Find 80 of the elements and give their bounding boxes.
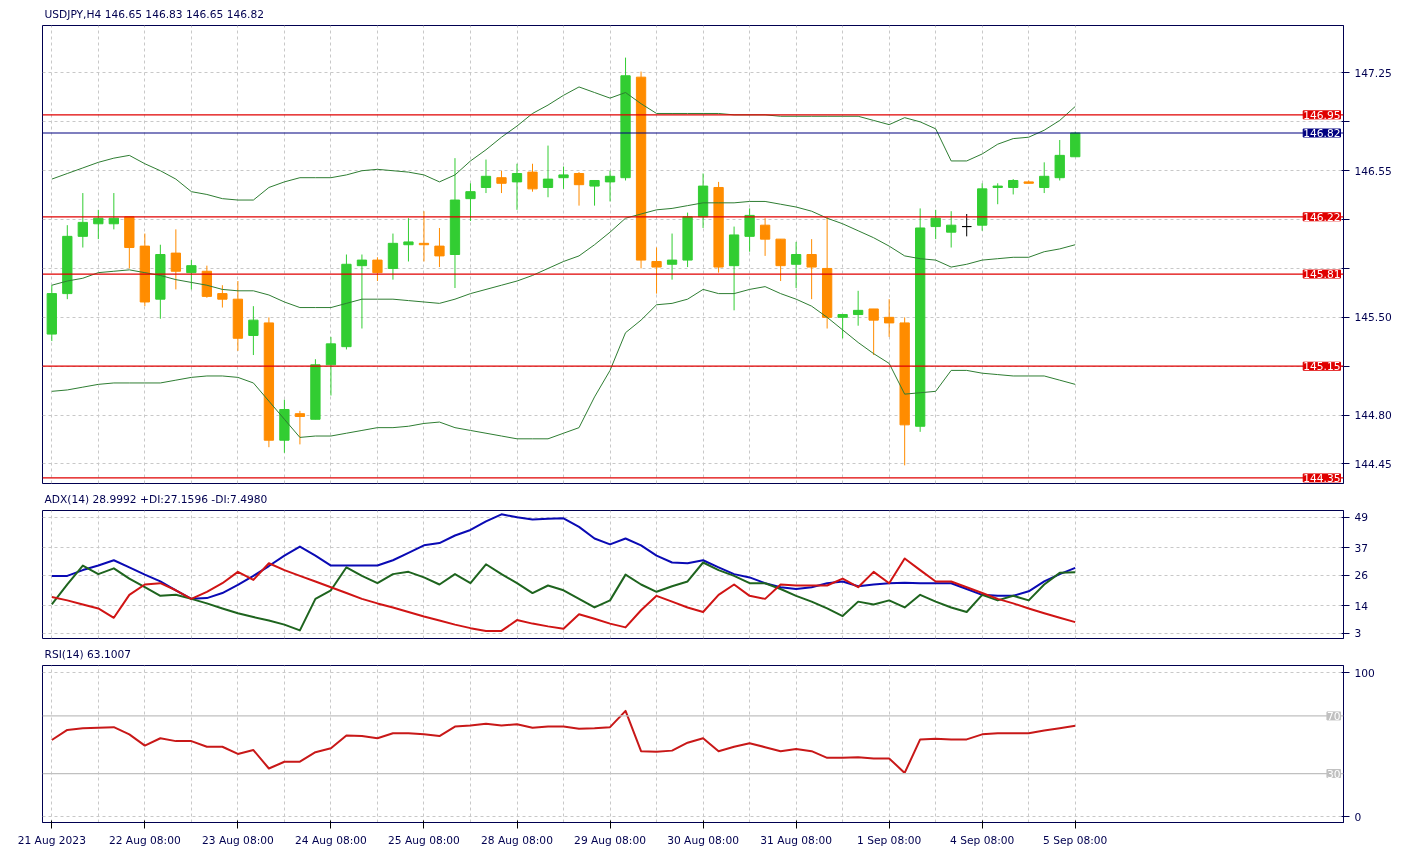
candlestick	[651, 247, 662, 295]
candlestick	[573, 171, 585, 207]
ref-line-label: 146.82	[1303, 127, 1341, 141]
y-tick-label: 144.45	[1354, 457, 1392, 471]
candlestick	[1070, 131, 1081, 158]
x-tick-label: 5 Sep 08:00	[1043, 833, 1108, 847]
x-tick-label: 25 Aug 08:00	[388, 833, 461, 847]
line-series	[50, 513, 1077, 600]
ref-line-label: 144.35	[1303, 471, 1341, 485]
y-tick-label: 0	[1354, 810, 1362, 824]
candlestick	[465, 182, 476, 222]
candlestick	[186, 259, 197, 290]
ref-line-label: 146.95	[1303, 108, 1341, 122]
candlestick	[961, 213, 972, 237]
candlestick	[93, 209, 104, 240]
x-tick-label: 1 Sep 08:00	[856, 833, 922, 847]
y-tick-label: 144.80	[1354, 409, 1393, 423]
candlestick	[759, 217, 771, 257]
candlestick	[325, 336, 337, 397]
candlestick	[542, 145, 554, 198]
candlestick	[527, 163, 538, 193]
candlestick	[248, 305, 259, 356]
ref-line-label: 70	[1326, 709, 1341, 723]
ref-line-label: 30	[1326, 767, 1341, 781]
x-tick-label: 23 Aug 08:00	[201, 833, 275, 847]
x-tick-label: 4 Sep 08:00	[950, 833, 1015, 847]
candlestick	[604, 170, 616, 202]
y-tick-label: 146.55	[1354, 164, 1392, 178]
line-series	[50, 709, 1077, 774]
line-series	[51, 286, 1076, 440]
candlestick	[992, 182, 1003, 205]
x-tick-label: 29 Aug 08:00	[574, 833, 647, 847]
x-tick-label: 22 Aug 08:00	[108, 833, 181, 847]
candlestick	[1054, 139, 1065, 181]
chart-title: ADX(14) 28.9992 +DI:27.1596 -DI:7.4980	[44, 492, 268, 506]
candlestick	[930, 209, 941, 240]
candlestick	[511, 163, 523, 211]
chart-title: RSI(14) 63.1007	[44, 647, 132, 661]
candlestick	[77, 192, 88, 249]
candlestick	[480, 159, 492, 194]
candlestick	[170, 228, 182, 290]
candlestick	[372, 256, 383, 282]
candlestick	[217, 284, 228, 309]
candlestick	[790, 241, 802, 289]
candlestick	[837, 314, 848, 339]
candlestick	[868, 308, 879, 356]
ref-line-label: 145.81	[1303, 268, 1341, 282]
candlestick	[884, 298, 895, 338]
candlestick	[108, 192, 119, 230]
candlestick	[806, 238, 817, 300]
candlestick	[496, 170, 507, 194]
x-tick-label: 24 Aug 08:00	[295, 833, 368, 847]
candlestick	[558, 166, 569, 190]
candlestick	[434, 227, 445, 268]
y-tick-label: 3	[1354, 627, 1362, 641]
x-tick-label: 30 Aug 08:00	[667, 833, 740, 847]
candlestick	[1039, 161, 1050, 194]
y-tick-label: 49	[1354, 511, 1369, 525]
ref-line-label: 146.22	[1303, 210, 1341, 224]
candlestick	[744, 207, 755, 253]
x-tick-label: 28 Aug 08:00	[481, 833, 554, 847]
y-tick-label: 37	[1354, 541, 1369, 555]
ref-line-label: 145.15	[1303, 360, 1341, 374]
candlestick	[589, 179, 600, 207]
x-tick-label: 21 Aug 2023	[17, 833, 86, 847]
line-series	[51, 200, 1076, 309]
y-tick-label: 145.50	[1354, 311, 1393, 325]
y-tick-label: 14	[1354, 599, 1369, 613]
line-series	[51, 86, 1076, 201]
candlestick	[946, 210, 957, 249]
candlestick	[666, 233, 678, 281]
candlestick	[852, 290, 864, 327]
y-tick-label: 26	[1354, 569, 1369, 583]
chart-title: USDJPY,H4 146.65 146.83 146.65 146.82	[44, 7, 264, 21]
candlestick	[403, 217, 414, 262]
x-tick-label: 31 Aug 08:00	[760, 833, 833, 847]
candlestick	[294, 410, 306, 445]
y-tick-label: 147.25	[1354, 66, 1392, 80]
y-tick-label: 100	[1354, 666, 1376, 680]
candlestick	[356, 254, 368, 330]
